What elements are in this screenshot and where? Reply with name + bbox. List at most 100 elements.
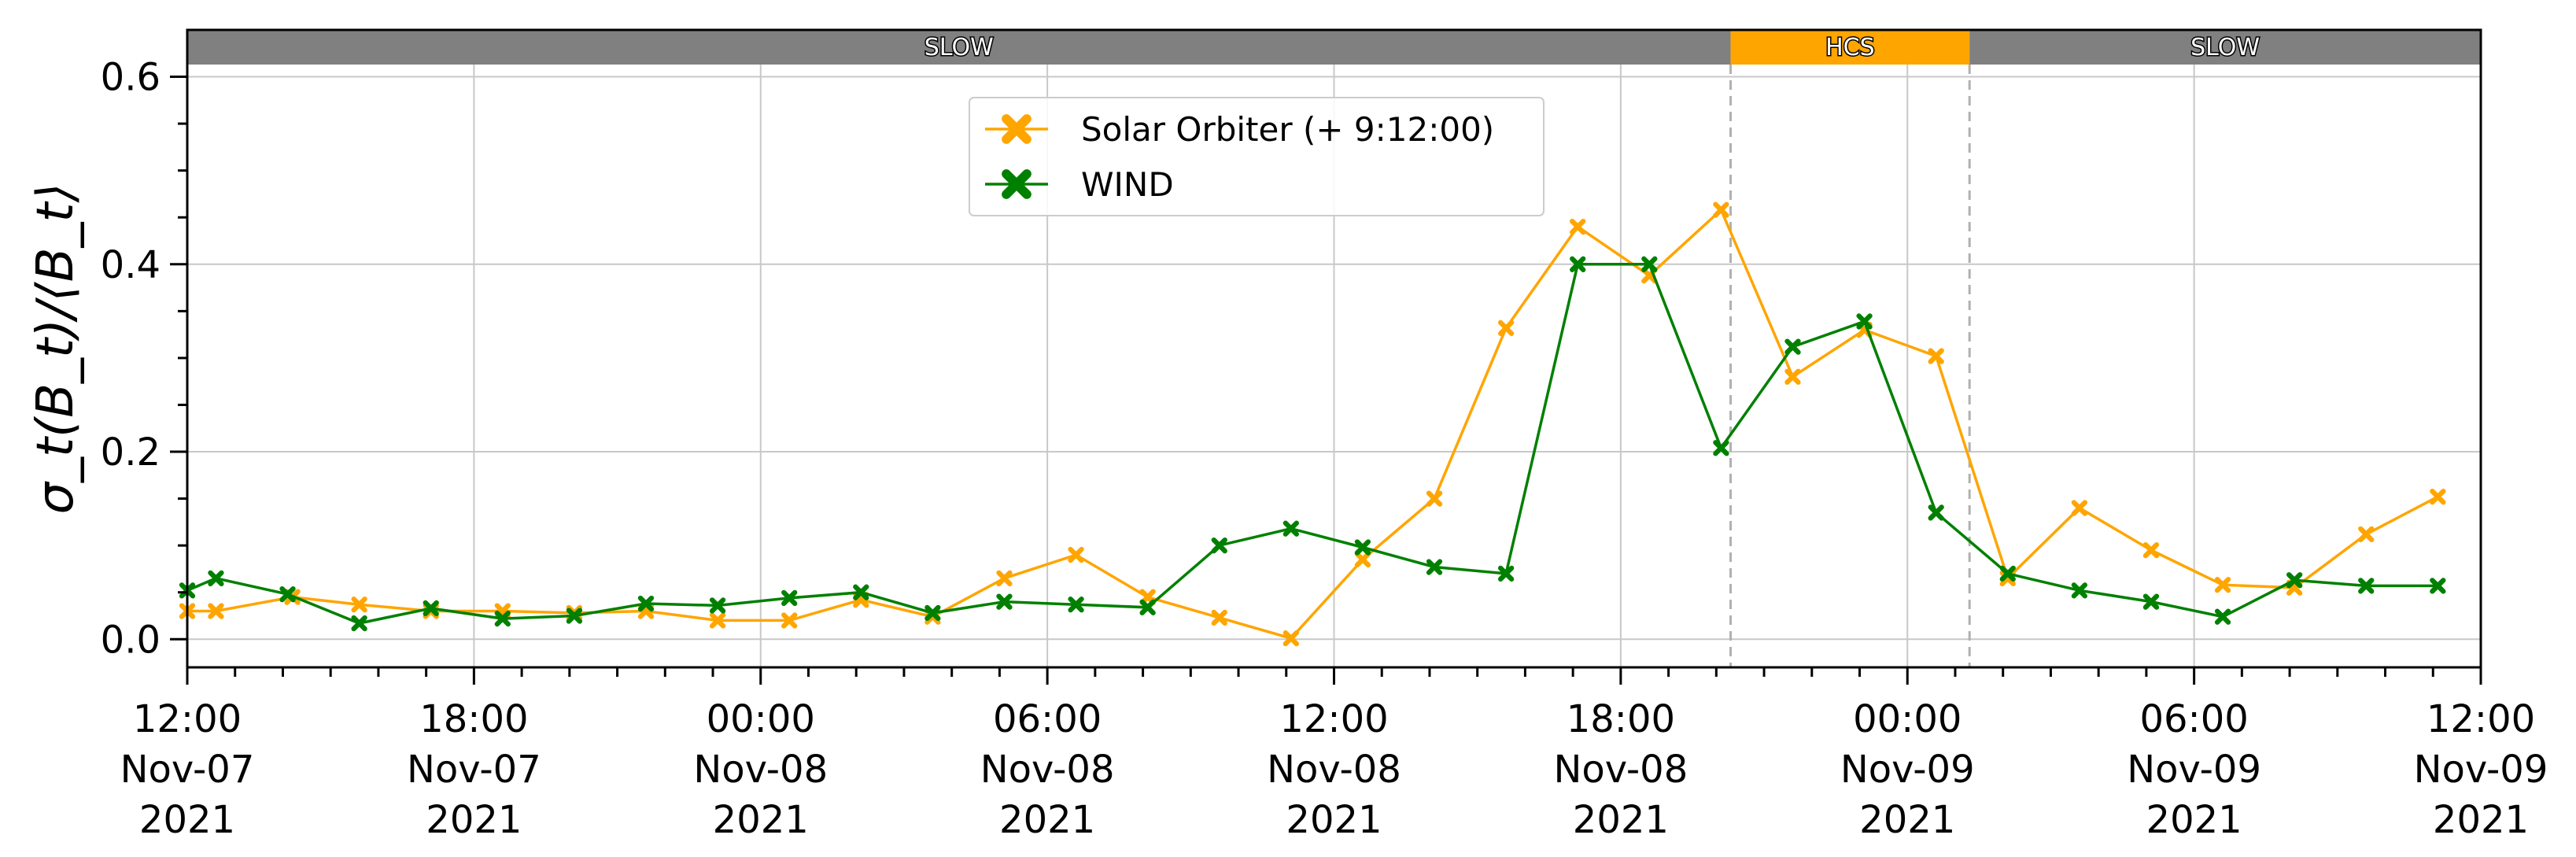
series-0-point-28 bbox=[2142, 541, 2160, 559]
data-series bbox=[179, 201, 2446, 647]
series-1-point-23 bbox=[1784, 338, 1801, 355]
series-line-0 bbox=[187, 207, 2439, 641]
y-axis-label: σ_t(B_t)/⟨B_t⟩ bbox=[27, 183, 85, 514]
series-0-point-13 bbox=[1068, 546, 1084, 563]
band-slow-2 bbox=[1969, 30, 2481, 65]
series-1-point-9 bbox=[781, 589, 798, 607]
x-tick-label-1-2: 2021 bbox=[426, 798, 522, 842]
x-tick-label-4-1: Nov-08 bbox=[1267, 748, 1401, 792]
band-hcs-1 bbox=[1730, 30, 1970, 65]
x-tick-label-0-2: 2021 bbox=[139, 798, 235, 842]
band-slow-0 bbox=[187, 30, 1731, 65]
axes: 12:00 Nov-07 2021 18:00 Nov-07 2021 00:00 Nov-0… bbox=[101, 56, 2548, 842]
band-label-0: SLOW bbox=[924, 34, 994, 61]
x-tick-label-0-0: 12:00 bbox=[133, 697, 242, 741]
series-1-point-22 bbox=[1713, 440, 1729, 456]
x-tick-label-7-2: 2021 bbox=[2146, 798, 2242, 842]
series-0-point-22 bbox=[1713, 201, 1729, 218]
x-tick-label-4-2: 2021 bbox=[1286, 798, 1382, 842]
series-0-point-25 bbox=[1928, 348, 1944, 364]
x-tick-label-6-1: Nov-09 bbox=[1840, 748, 1975, 792]
band-label-2: SLOW bbox=[2190, 34, 2260, 61]
hcs-boundary-lines bbox=[1729, 65, 1971, 667]
series-0-point-29 bbox=[2214, 577, 2231, 593]
legend: Solar Orbiter (+ 9:12:00) WIND bbox=[969, 97, 1544, 216]
x-tick-label-1-0: 18:00 bbox=[419, 697, 528, 741]
x-tick-label-7-0: 06:00 bbox=[2139, 697, 2248, 741]
series-0-point-32 bbox=[2430, 489, 2446, 505]
legend-marker-0 bbox=[1002, 114, 1032, 144]
series-1-point-3 bbox=[351, 615, 367, 632]
series-1-point-4 bbox=[423, 600, 439, 617]
series-1-point-1 bbox=[208, 570, 224, 586]
series-1-point-2 bbox=[279, 585, 296, 603]
series-1-point-26 bbox=[1999, 565, 2016, 582]
x-tick-label-2-0: 00:00 bbox=[707, 697, 815, 741]
x-tick-label-5-0: 18:00 bbox=[1567, 697, 1675, 741]
series-1-point-32 bbox=[2430, 578, 2446, 594]
series-1-point-13 bbox=[1068, 597, 1084, 613]
series-0-point-19 bbox=[1497, 320, 1515, 336]
x-tick-label-3-0: 06:00 bbox=[993, 697, 1102, 741]
y-tick-label-3: 0.6 bbox=[101, 56, 161, 100]
series-line-1 bbox=[186, 263, 2438, 625]
x-tick-label-6-0: 00:00 bbox=[1853, 697, 1962, 741]
series-0-point-1 bbox=[208, 603, 224, 619]
x-tick-label-8-0: 12:00 bbox=[2427, 697, 2535, 741]
x-tick-label-5-1: Nov-08 bbox=[1553, 748, 1688, 792]
x-tick-label-4-0: 12:00 bbox=[1279, 697, 1388, 741]
series-1-point-15 bbox=[1211, 537, 1227, 554]
series-1-point-10 bbox=[853, 584, 869, 600]
series-1-point-24 bbox=[1856, 313, 1873, 330]
series-0-point-3 bbox=[351, 597, 367, 613]
series-1-point-12 bbox=[996, 593, 1013, 610]
y-tick-label-2: 0.4 bbox=[101, 243, 161, 287]
series-1-point-28 bbox=[2142, 593, 2160, 610]
series-1-point-21 bbox=[1641, 256, 1658, 272]
x-tick-label-7-1: Nov-09 bbox=[2127, 748, 2261, 792]
series-0-point-23 bbox=[1784, 368, 1801, 385]
x-tick-label-2-2: 2021 bbox=[713, 798, 809, 842]
x-tick-label-2-1: Nov-08 bbox=[693, 748, 828, 792]
x-tick-label-6-2: 2021 bbox=[1859, 798, 1955, 842]
series-1-point-6 bbox=[566, 608, 583, 624]
x-tick-label-1-1: Nov-07 bbox=[407, 748, 541, 792]
series-0-point-17 bbox=[1354, 551, 1371, 568]
band-label-1: HCS bbox=[1825, 34, 1875, 61]
x-tick-label-3-2: 2021 bbox=[999, 798, 1095, 842]
series-1-point-30 bbox=[2286, 572, 2303, 589]
series-1-point-20 bbox=[1570, 256, 1586, 272]
series-0-point-31 bbox=[2358, 526, 2375, 543]
series-0-point-9 bbox=[781, 612, 798, 629]
x-tick-label-0-1: Nov-07 bbox=[120, 748, 255, 792]
regime-bands: SLOW HCS SLOW bbox=[187, 30, 2481, 65]
series-1-point-17 bbox=[1354, 539, 1371, 556]
x-tick-label-8-1: Nov-09 bbox=[2414, 748, 2548, 792]
x-tick-label-5-2: 2021 bbox=[1573, 798, 1669, 842]
series-1-point-27 bbox=[2071, 582, 2088, 599]
legend-label-0: Solar Orbiter (+ 9:12:00) bbox=[1081, 110, 1494, 149]
series-0-point-20 bbox=[1570, 218, 1586, 235]
series-1-point-19 bbox=[1497, 565, 1515, 582]
legend-label-1: WIND bbox=[1081, 165, 1174, 204]
series-0-point-18 bbox=[1426, 490, 1443, 507]
series-0-point-27 bbox=[2071, 500, 2088, 516]
legend-marker-1 bbox=[1002, 169, 1032, 199]
series-0-point-15 bbox=[1211, 609, 1227, 626]
grid-lines bbox=[186, 30, 2482, 667]
series-1-point-11 bbox=[924, 604, 941, 622]
y-tick-label-1: 0.2 bbox=[101, 430, 161, 475]
series-1-point-5 bbox=[494, 610, 511, 627]
series-0-point-16 bbox=[1282, 630, 1299, 647]
series-1-point-31 bbox=[2358, 578, 2375, 594]
x-tick-label-8-2: 2021 bbox=[2433, 798, 2529, 842]
legend-box bbox=[969, 97, 1544, 216]
x-tick-label-3-1: Nov-08 bbox=[980, 748, 1115, 792]
series-1-point-29 bbox=[2214, 608, 2231, 625]
series-1-point-14 bbox=[1139, 599, 1156, 615]
series-1-point-7 bbox=[637, 595, 655, 612]
series-0-point-12 bbox=[996, 570, 1013, 586]
series-1-point-25 bbox=[1928, 504, 1944, 521]
series-1-point-18 bbox=[1426, 559, 1443, 575]
